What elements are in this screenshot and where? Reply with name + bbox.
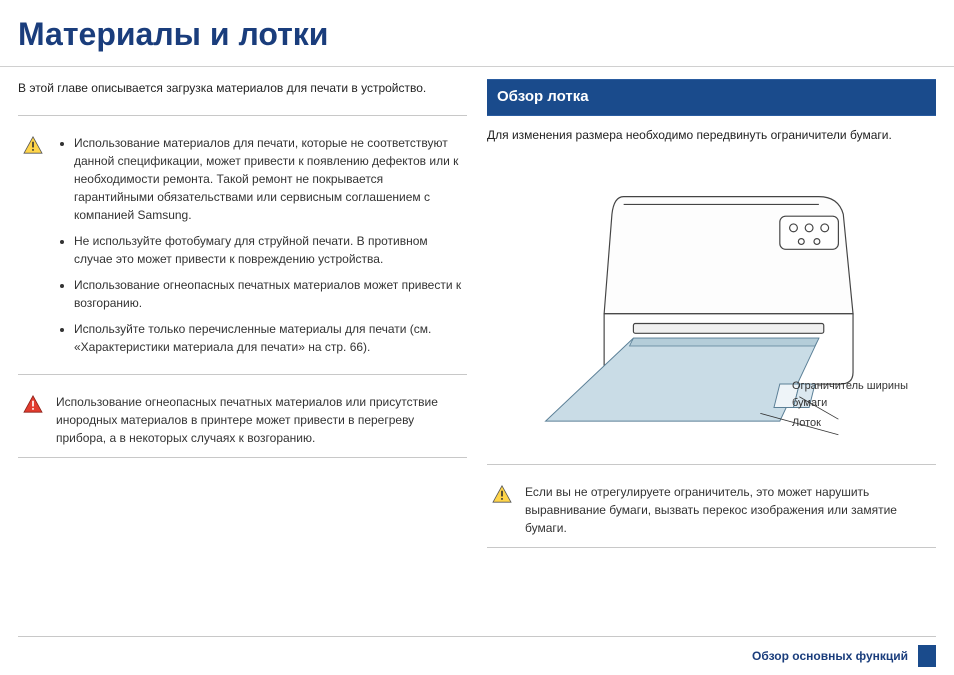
- danger-body: Использование огнеопасных печатных матер…: [56, 393, 463, 447]
- danger-text: Использование огнеопасных печатных матер…: [56, 393, 463, 447]
- label-tray: Лоток: [792, 415, 932, 432]
- footer: Обзор основных функций: [752, 645, 936, 667]
- warning-icon: [491, 483, 513, 537]
- footer-text: Обзор основных функций: [752, 647, 908, 665]
- caution-item: Используйте только перечисленные материа…: [74, 320, 463, 356]
- content-columns: В этой главе описывается загрузка матери…: [0, 67, 954, 560]
- divider: [487, 547, 936, 548]
- printer-figure: Ограничитель ширины бумаги Лоток: [487, 154, 936, 454]
- left-column: В этой главе описывается загрузка матери…: [18, 79, 467, 560]
- caution-item: Использование огнеопасных печатных матер…: [74, 276, 463, 312]
- intro-text: В этой главе описывается загрузка матери…: [18, 79, 467, 97]
- tray-caution-body: Если вы не отрегулируете ограничитель, э…: [525, 483, 932, 537]
- divider: [18, 374, 467, 375]
- section-lead: Для изменения размера необходимо передви…: [487, 126, 936, 144]
- footer-divider: [18, 636, 936, 637]
- caution-body: Использование материалов для печати, кот…: [56, 134, 463, 364]
- figure-labels: Ограничитель ширины бумаги Лоток: [792, 378, 932, 436]
- page-number-box: [918, 645, 936, 667]
- label-width-guide: Ограничитель ширины бумаги: [792, 378, 932, 411]
- tray-caution-text: Если вы не отрегулируете ограничитель, э…: [525, 483, 932, 537]
- caution-item: Использование материалов для печати, кот…: [74, 134, 463, 224]
- caution-item: Не используйте фотобумагу для струйной п…: [74, 232, 463, 268]
- divider: [487, 464, 936, 465]
- danger-icon: [22, 393, 44, 447]
- danger-callout: Использование огнеопасных печатных матер…: [18, 387, 467, 457]
- page-title: Материалы и лотки: [0, 0, 954, 67]
- tray-caution-callout: Если вы не отрегулируете ограничитель, э…: [487, 477, 936, 547]
- right-column: Обзор лотка Для изменения размера необхо…: [487, 79, 936, 560]
- divider: [18, 115, 467, 116]
- divider: [18, 457, 467, 458]
- caution-callout: Использование материалов для печати, кот…: [18, 128, 467, 374]
- warning-icon: [22, 134, 44, 364]
- section-header: Обзор лотка: [487, 79, 936, 116]
